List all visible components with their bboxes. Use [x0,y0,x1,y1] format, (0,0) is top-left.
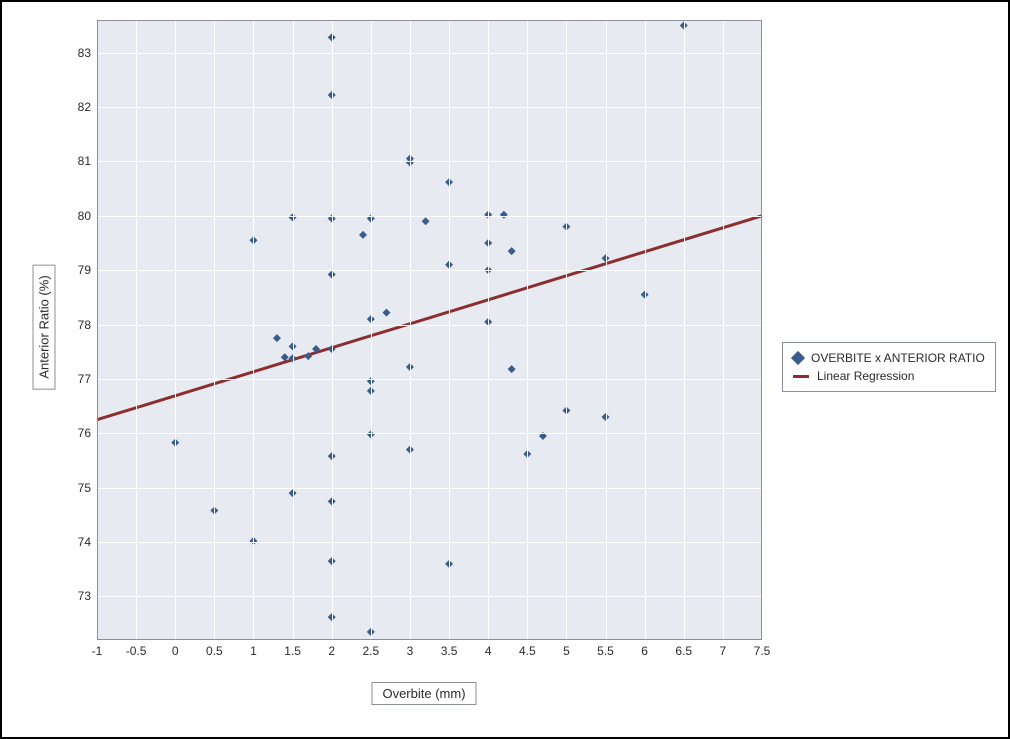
x-tick-label: 7 [720,644,727,658]
gridline-v [684,20,685,640]
gridline-h [97,53,762,54]
regression-line [97,216,762,420]
gridline-v [410,20,411,640]
x-tick-label: -1 [92,644,103,658]
legend: OVERBITE x ANTERIOR RATIOLinear Regressi… [782,342,996,392]
x-tick-label: 3.5 [441,644,458,658]
scatter-point [422,217,430,225]
legend-item: Linear Regression [793,367,985,385]
x-tick-label: -0.5 [126,644,147,658]
x-tick-label: 1.5 [284,644,301,658]
legend-item: OVERBITE x ANTERIOR RATIO [793,349,985,367]
scatter-point [359,231,367,239]
scatter-point [500,211,508,219]
x-tick-label: 2 [328,644,335,658]
y-tick-label: 73 [67,589,91,603]
gridline-v [253,20,254,640]
y-tick-label: 75 [67,481,91,495]
gridline-v [488,20,489,640]
y-tick-label: 76 [67,426,91,440]
x-tick-label: 5.5 [597,644,614,658]
gridline-h [97,433,762,434]
legend-swatch-line-icon [793,375,809,378]
x-tick-label: 7.5 [754,644,771,658]
scatter-point [382,309,390,317]
gridline-h [97,161,762,162]
gridline-h [97,325,762,326]
x-tick-label: 6 [641,644,648,658]
y-tick-label: 78 [67,318,91,332]
scatter-point [508,247,516,255]
x-tick-label: 0.5 [206,644,223,658]
gridline-v [645,20,646,640]
gridline-v [449,20,450,640]
gridline-v [527,20,528,640]
plot-svg [97,20,762,640]
gridline-v [136,20,137,640]
y-tick-label: 77 [67,372,91,386]
y-axis-title: Anterior Ratio (%) [33,264,56,389]
legend-swatch-diamond-icon [791,351,805,365]
gridline-v [566,20,567,640]
y-tick-label: 83 [67,46,91,60]
x-tick-label: 6.5 [675,644,692,658]
x-tick-label: 4.5 [519,644,536,658]
x-tick-label: 2.5 [362,644,379,658]
x-axis-title: Overbite (mm) [371,682,476,705]
legend-label: OVERBITE x ANTERIOR RATIO [811,349,985,367]
y-tick-label: 80 [67,209,91,223]
gridline-v [175,20,176,640]
gridline-h [97,542,762,543]
gridline-h [97,216,762,217]
gridline-h [97,488,762,489]
chart-frame: -1 -0.5 0 0.5 1 1.5 2 2.5 3 3.5 4 4.5 5 5.5 6 6.5 7 7.5 7… [0,0,1010,739]
x-tick-label: 4 [485,644,492,658]
x-tick-label: 5 [563,644,570,658]
gridline-h [97,379,762,380]
gridline-v [332,20,333,640]
plot-area [97,20,762,640]
x-tick-label: 3 [407,644,414,658]
gridline-h [97,270,762,271]
gridline-v [723,20,724,640]
y-tick-label: 82 [67,100,91,114]
gridline-v [214,20,215,640]
gridline-v [371,20,372,640]
gridline-v [606,20,607,640]
gridline-h [97,596,762,597]
scatter-point [273,334,281,342]
gridline-h [97,107,762,108]
y-tick-label: 74 [67,535,91,549]
x-tick-label: 1 [250,644,257,658]
x-tick-label: 0 [172,644,179,658]
scatter-point [508,365,516,373]
gridline-v [293,20,294,640]
y-tick-label: 79 [67,263,91,277]
legend-label: Linear Regression [817,367,914,385]
y-tick-label: 81 [67,154,91,168]
